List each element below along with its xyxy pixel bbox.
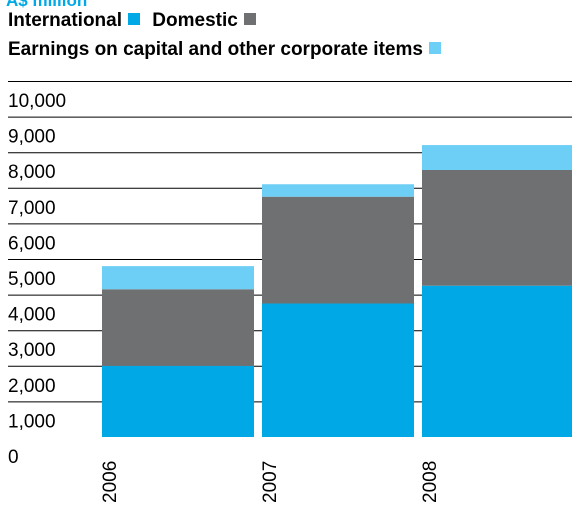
legend-swatch-international — [128, 13, 141, 25]
legend-row-2: Earnings on capital and other corporate … — [8, 39, 448, 61]
legend-label-international: International — [8, 10, 123, 31]
legend-label-earnings-on-capital: Earnings on capital and other corporate … — [8, 39, 423, 60]
y-tick-label: 0 — [8, 447, 19, 468]
y-tick-label: 3,000 — [8, 340, 56, 361]
bar-segment — [262, 303, 414, 437]
y-tick-label: 5,000 — [8, 269, 56, 290]
bar-segment — [422, 170, 572, 286]
y-tick-label: 10,000 — [8, 91, 66, 112]
bar-segment — [102, 266, 254, 290]
bar-segment — [422, 145, 572, 170]
y-tick-label: 2,000 — [8, 376, 56, 397]
legend-swatch-domestic — [243, 13, 256, 25]
bar-segment — [422, 285, 572, 437]
bar-segment — [262, 184, 414, 197]
y-tick-label: 8,000 — [8, 162, 56, 183]
legend-row-1: International Domestic — [8, 10, 263, 32]
x-tick-label: 2006 — [100, 461, 121, 503]
bar-segment — [102, 365, 254, 437]
y-tick-label: 7,000 — [8, 198, 56, 219]
bar-segment — [262, 196, 414, 304]
units-label: A$ million — [6, 0, 88, 10]
y-tick-label: 9,000 — [8, 127, 56, 148]
y-tick-label: 4,000 — [8, 305, 56, 326]
x-tick-label: 2007 — [260, 461, 281, 503]
y-tick-label: 6,000 — [8, 233, 56, 254]
legend-label-domestic: Domestic — [152, 10, 238, 31]
x-tick-label: 2008 — [420, 461, 441, 503]
legend-swatch-earnings-on-capital — [428, 42, 441, 54]
y-tick-label: 1,000 — [8, 411, 56, 432]
bar-segment — [102, 289, 254, 366]
